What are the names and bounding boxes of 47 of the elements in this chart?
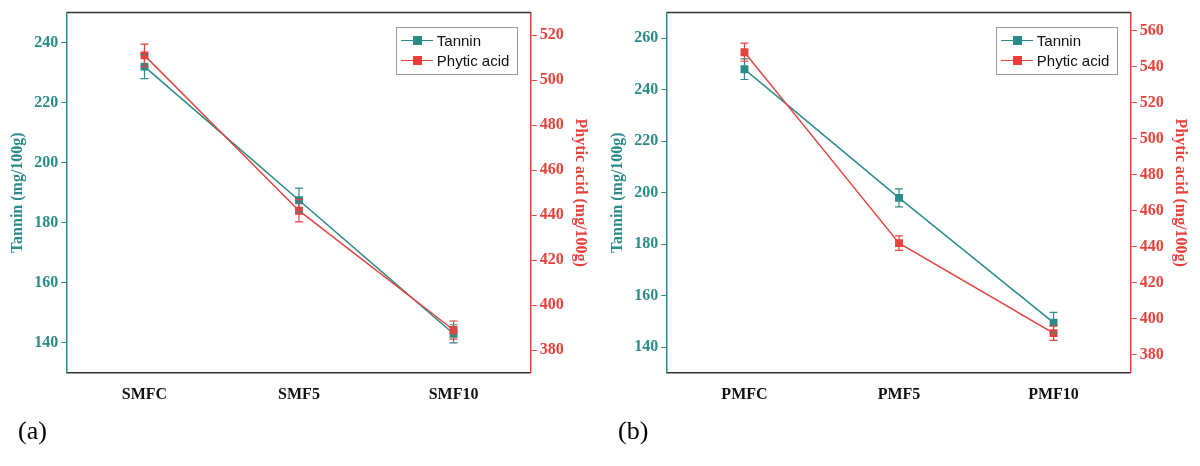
y2-tick-label: 420: [1139, 272, 1164, 290]
x-tick-label: PMFC: [721, 384, 768, 402]
y-tick-label: 240: [634, 79, 659, 97]
y-tick-label: 260: [634, 28, 659, 46]
y2-tick-label: 480: [539, 115, 564, 133]
y2-axis-title: Phytic acid (mg/100g): [572, 118, 591, 267]
y2-tick-label: 380: [1139, 344, 1164, 362]
x-tick-label: SMF5: [278, 384, 320, 402]
y2-tick-label: 540: [1139, 56, 1164, 74]
legend-label: Tannin: [1036, 30, 1081, 51]
legend-label: Tannin: [436, 30, 481, 51]
y2-tick-label: 500: [539, 70, 564, 88]
x-tick-label: PMF10: [1028, 384, 1079, 402]
y2-tick-label: 440: [1139, 236, 1164, 254]
y2-tick-label: 560: [1139, 20, 1164, 38]
y-tick-label: 220: [634, 131, 659, 149]
y-tick-label: 220: [34, 92, 59, 110]
y-tick-label: 180: [34, 212, 59, 230]
legend-label: Phytic acid: [436, 50, 510, 71]
y2-tick-label: 480: [1139, 164, 1164, 182]
y-tick-label: 140: [34, 332, 59, 350]
y-tick-label: 180: [634, 234, 659, 252]
legend-label: Phytic acid: [1036, 50, 1110, 71]
y2-tick-label: 400: [1139, 308, 1164, 326]
y2-tick-label: 460: [1139, 200, 1164, 218]
y2-tick-label: 440: [539, 205, 564, 223]
text: (b): [618, 416, 650, 446]
y2-tick-label: 420: [539, 250, 564, 268]
text: (a): [18, 416, 48, 446]
x-tick-label: PMF5: [877, 384, 921, 402]
y-tick-label: 200: [34, 152, 59, 170]
x-tick-label: SMF10: [428, 384, 479, 402]
y-axis-title: Tannin (mg/100g): [607, 132, 626, 254]
y-tick-label: 200: [634, 182, 659, 200]
y2-tick-label: 500: [1139, 128, 1164, 146]
x-tick-label: SMFC: [121, 384, 168, 402]
y2-tick-label: 520: [539, 25, 564, 43]
y-tick-label: 160: [634, 285, 659, 303]
y-tick-label: 140: [634, 337, 659, 355]
y2-tick-label: 460: [539, 160, 564, 178]
y2-axis-title: Phytic acid (mg/100g): [1172, 118, 1191, 267]
y-tick-label: 160: [34, 272, 59, 290]
y2-tick-label: 520: [1139, 92, 1164, 110]
y2-tick-label: 400: [539, 295, 564, 313]
y2-tick-label: 380: [539, 340, 564, 358]
y-tick-label: 240: [34, 32, 59, 50]
y-axis-title: Tannin (mg/100g): [7, 132, 26, 254]
